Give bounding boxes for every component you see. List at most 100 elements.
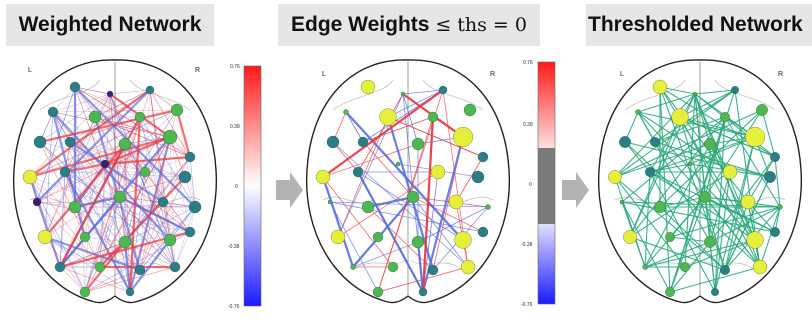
network-edge xyxy=(84,201,164,238)
network-node xyxy=(343,109,349,115)
network-node xyxy=(770,152,780,162)
brain-panel-weighted: L R xyxy=(12,59,218,304)
network-edge xyxy=(69,141,186,178)
network-edge xyxy=(637,111,731,173)
network-edge xyxy=(39,108,178,144)
network-edge xyxy=(36,86,76,203)
network-node xyxy=(438,85,448,95)
network-node xyxy=(665,232,675,242)
colorbar-thresholded-positive xyxy=(538,62,555,148)
network-edge xyxy=(679,116,776,158)
network-node xyxy=(477,151,489,163)
network-edge xyxy=(149,89,191,158)
network-edge xyxy=(104,163,191,233)
network-node xyxy=(453,127,473,147)
colorbar-weighted-tick-4: -0.76 xyxy=(228,304,240,310)
network-node xyxy=(113,190,127,204)
network-node xyxy=(79,231,91,243)
network-node xyxy=(184,151,196,163)
network-node xyxy=(118,235,132,249)
network-node xyxy=(327,199,333,205)
network-edge xyxy=(74,86,111,95)
network-node xyxy=(463,103,477,117)
threshold-expression: ≤ ths = 0 xyxy=(435,14,527,36)
network-edge xyxy=(36,201,191,233)
network-edge xyxy=(69,141,146,173)
network-node xyxy=(32,197,42,207)
network-node xyxy=(665,287,675,297)
network-node xyxy=(460,259,476,275)
network-edge xyxy=(659,196,706,208)
network-edge xyxy=(109,89,151,95)
network-edge xyxy=(417,206,489,243)
brain-panel-edge-weights: L R xyxy=(305,59,511,304)
network-edge xyxy=(74,143,126,208)
network-node xyxy=(623,230,637,244)
network-edge xyxy=(412,196,484,233)
network-edge xyxy=(44,236,131,293)
network-node xyxy=(170,103,184,117)
arrow-right-1 xyxy=(276,172,303,208)
network-node xyxy=(79,286,91,298)
network-node xyxy=(94,261,106,273)
network-node xyxy=(139,166,151,178)
network-edge xyxy=(52,86,76,113)
network-edge xyxy=(669,241,711,293)
network-node xyxy=(699,191,711,203)
network-node xyxy=(387,261,399,273)
network-node xyxy=(118,137,132,151)
network-edge xyxy=(659,109,763,208)
network-node xyxy=(619,199,625,205)
nodes-edge-weights xyxy=(315,79,491,298)
network-edge xyxy=(412,196,469,268)
network-edge xyxy=(614,89,736,178)
network-node xyxy=(418,287,428,297)
network-edge xyxy=(124,143,131,293)
network-node xyxy=(188,200,202,214)
network-edge xyxy=(94,89,151,118)
network-edge xyxy=(357,93,404,173)
colorbar-weighted: 0.76 0.38 0 -0.38 -0.76 xyxy=(228,64,262,310)
network-edge xyxy=(74,86,191,158)
network-edge xyxy=(322,143,419,178)
network-node xyxy=(184,226,196,238)
network-edge xyxy=(69,141,121,198)
network-node xyxy=(330,229,346,245)
network-edge xyxy=(367,206,434,271)
colorbar-weighted-tick-2: 0 xyxy=(235,184,238,190)
network-edge xyxy=(747,156,776,203)
right-label-weighted: R xyxy=(195,67,200,74)
network-edge xyxy=(614,93,696,178)
network-node xyxy=(372,231,384,243)
network-edge xyxy=(367,195,414,209)
left-label-weighted: L xyxy=(28,67,32,74)
title-edge-weights: Edge Weights ≤ ths = 0 xyxy=(278,4,540,46)
network-edge xyxy=(694,93,776,158)
network-node xyxy=(145,85,155,95)
network-edge xyxy=(629,116,681,238)
network-node xyxy=(372,286,384,298)
network-edge xyxy=(654,116,726,143)
network-edge xyxy=(709,171,731,243)
network-edge xyxy=(36,201,101,268)
network-edge xyxy=(99,176,186,268)
network-node xyxy=(740,194,756,210)
network-node xyxy=(645,167,655,177)
network-edge xyxy=(416,241,425,293)
network-edge xyxy=(352,241,419,268)
network-edge xyxy=(189,156,196,208)
network-edge xyxy=(329,201,484,233)
network-edge xyxy=(709,206,781,243)
network-edge xyxy=(644,239,756,268)
title-edge-weights-text: Edge Weights xyxy=(291,13,430,36)
network-edge xyxy=(36,201,76,208)
network-edge xyxy=(119,116,141,198)
network-edge xyxy=(124,143,171,241)
network-edge xyxy=(69,141,131,293)
network-edge xyxy=(387,89,444,118)
network-node xyxy=(454,231,472,249)
network-node xyxy=(59,166,71,178)
network-edge xyxy=(614,109,763,178)
network-node xyxy=(704,236,716,248)
network-edge xyxy=(637,111,711,243)
